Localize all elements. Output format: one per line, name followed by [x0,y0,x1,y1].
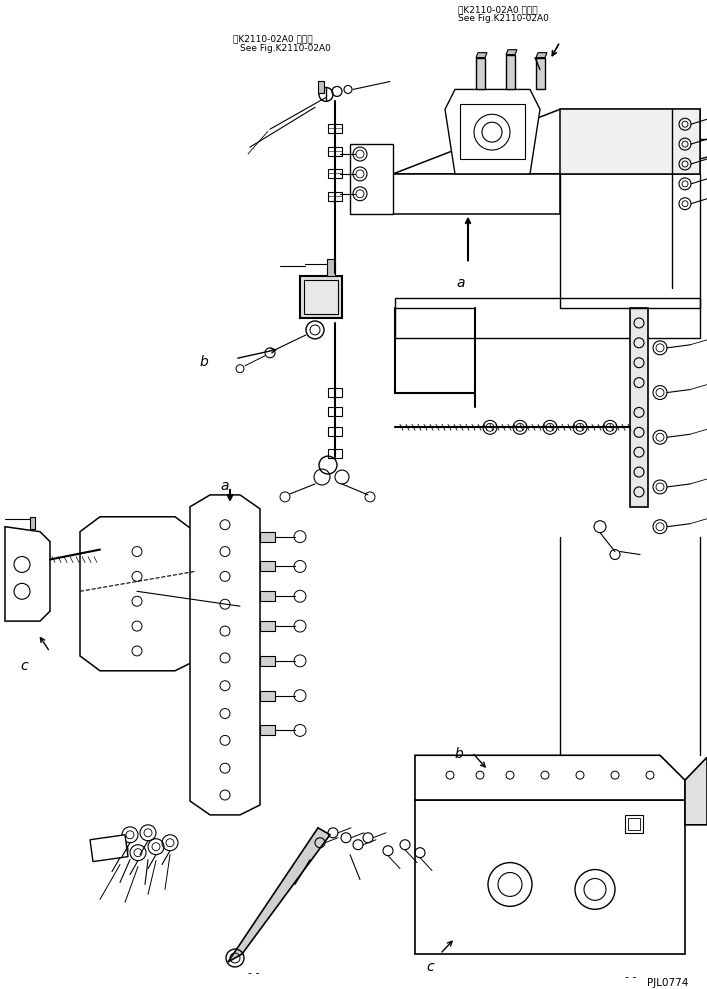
Bar [506,54,515,89]
Bar [260,726,275,736]
Polygon shape [190,494,260,815]
Circle shape [356,170,364,178]
Bar [328,192,342,201]
Bar [536,57,545,89]
Text: a: a [456,276,464,290]
Polygon shape [393,174,560,214]
Text: PJL0774: PJL0774 [647,978,689,988]
Circle shape [356,190,364,198]
Circle shape [573,420,587,434]
Text: 第K2110-02A0 図参照: 第K2110-02A0 図参照 [458,5,537,14]
Circle shape [353,147,367,161]
Polygon shape [80,517,195,671]
Polygon shape [685,758,707,825]
Polygon shape [445,89,540,174]
Polygon shape [228,828,330,962]
Bar [300,276,342,318]
Bar [628,818,640,830]
Bar [260,656,275,666]
Bar [328,125,342,134]
Circle shape [474,115,510,150]
Bar [630,308,648,506]
Polygon shape [415,756,685,800]
Text: See Fig.K2110-02A0: See Fig.K2110-02A0 [240,44,331,52]
Bar [318,81,324,93]
Bar [328,147,342,156]
Bar [328,407,342,416]
Polygon shape [395,298,700,338]
Text: See Fig.K2110-02A0: See Fig.K2110-02A0 [458,14,549,23]
Bar [476,57,485,89]
Circle shape [543,420,557,434]
Text: b: b [455,748,464,762]
Polygon shape [506,49,517,54]
Circle shape [483,420,497,434]
Bar [260,591,275,601]
Bar [260,690,275,700]
Text: c: c [20,659,28,673]
Text: 第K2110-02A0 図参照: 第K2110-02A0 図参照 [233,35,312,44]
Circle shape [353,167,367,181]
Bar [460,105,525,159]
Polygon shape [476,52,487,57]
Text: c: c [426,960,433,974]
Bar [328,169,342,178]
Polygon shape [350,144,393,214]
Bar [260,562,275,572]
Polygon shape [90,835,128,861]
Circle shape [353,187,367,201]
Bar [328,427,342,436]
Bar [415,800,685,954]
Text: - -: - - [625,972,636,982]
Circle shape [356,150,364,158]
Text: a: a [220,479,228,493]
Bar [304,280,338,315]
Polygon shape [560,110,700,174]
Bar [328,449,342,458]
Polygon shape [393,110,700,174]
Bar [625,815,643,833]
Bar [30,517,35,529]
Circle shape [513,420,527,434]
Circle shape [482,123,502,142]
Polygon shape [5,527,50,621]
Bar [260,532,275,542]
Bar [260,621,275,631]
Bar [327,259,335,276]
Text: b: b [200,355,209,369]
Polygon shape [536,52,547,57]
Bar [328,388,342,397]
Circle shape [603,420,617,434]
Text: - -: - - [248,968,259,978]
